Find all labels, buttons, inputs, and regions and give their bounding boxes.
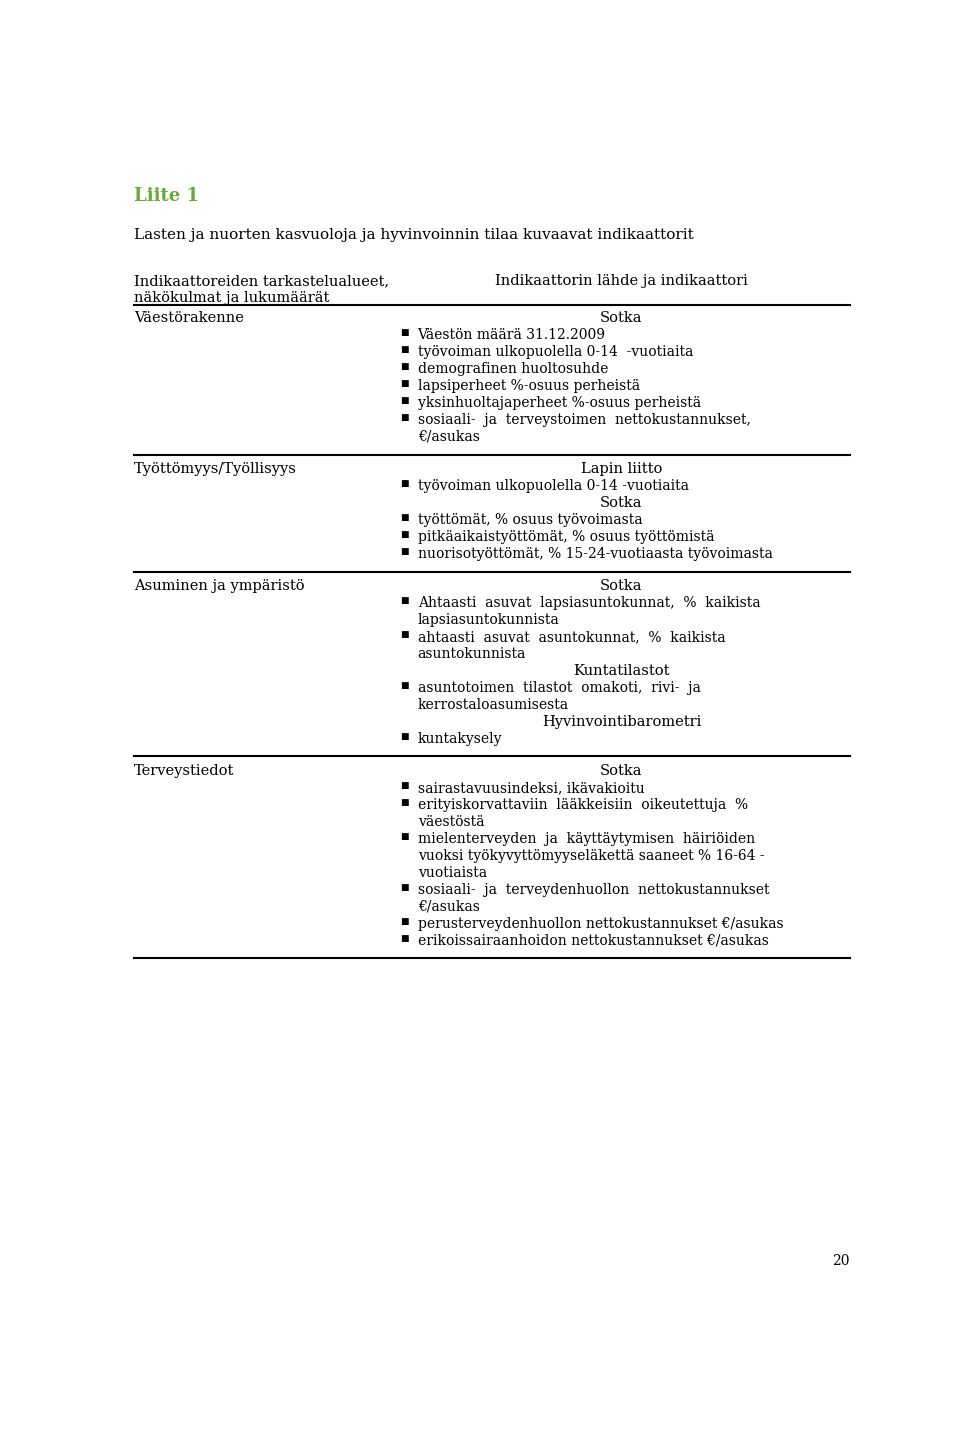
Text: Hyvinvointibarometri: Hyvinvointibarometri	[541, 714, 701, 729]
Text: ■: ■	[400, 480, 409, 488]
Text: vuoksi työkyvyttömyyseläkettä saaneet % 16-64 -: vuoksi työkyvyttömyyseläkettä saaneet % …	[418, 848, 764, 863]
Text: perusterveydenhuollon nettokustannukset €/asukas: perusterveydenhuollon nettokustannukset …	[418, 917, 783, 930]
Text: ■: ■	[400, 530, 409, 539]
Text: sosiaali-  ja  terveydenhuollon  nettokustannukset: sosiaali- ja terveydenhuollon nettokusta…	[418, 883, 769, 897]
Text: Indikaattoreiden tarkastelualueet,: Indikaattoreiden tarkastelualueet,	[134, 275, 389, 288]
Text: Työttömyys/Työllisyys: Työttömyys/Työllisyys	[134, 462, 297, 477]
Text: ■: ■	[400, 883, 409, 891]
Text: €/asukas: €/asukas	[418, 431, 479, 444]
Text: lapsiperheet %-osuus perheistä: lapsiperheet %-osuus perheistä	[418, 379, 639, 393]
Text: ■: ■	[400, 780, 409, 791]
Text: Lapin liitto: Lapin liitto	[581, 462, 662, 477]
Text: ■: ■	[400, 513, 409, 523]
Text: demografinen huoltosuhde: demografinen huoltosuhde	[418, 363, 608, 376]
Text: ■: ■	[400, 732, 409, 740]
Text: Sotka: Sotka	[600, 765, 642, 778]
Text: ■: ■	[400, 681, 409, 690]
Text: 20: 20	[832, 1254, 850, 1267]
Text: erikoissairaanhoidon nettokustannukset €/asukas: erikoissairaanhoidon nettokustannukset €…	[418, 933, 768, 948]
Text: ■: ■	[400, 933, 409, 943]
Text: sosiaali-  ja  terveystoimen  nettokustannukset,: sosiaali- ja terveystoimen nettokustannu…	[418, 413, 751, 428]
Text: Väestörakenne: Väestörakenne	[134, 311, 244, 325]
Text: Liite 1: Liite 1	[134, 187, 199, 204]
Text: ■: ■	[400, 328, 409, 337]
Text: Ahtaasti  asuvat  lapsiasuntokunnat,  %  kaikista: Ahtaasti asuvat lapsiasuntokunnat, % kai…	[418, 596, 760, 611]
Text: ■: ■	[400, 346, 409, 354]
Text: näkökulmat ja lukumäärät: näkökulmat ja lukumäärät	[134, 291, 329, 305]
Text: asuntokunnista: asuntokunnista	[418, 647, 526, 661]
Text: sairastavuusindeksi, ikävakioitu: sairastavuusindeksi, ikävakioitu	[418, 780, 644, 795]
Text: ahtaasti  asuvat  asuntokunnat,  %  kaikista: ahtaasti asuvat asuntokunnat, % kaikista	[418, 631, 725, 644]
Text: Sotka: Sotka	[600, 311, 642, 325]
Text: erityiskorvattaviin  lääkkeisiin  oikeutettuja  %: erityiskorvattaviin lääkkeisiin oikeutet…	[418, 798, 748, 812]
Text: Lasten ja nuorten kasvuoloja ja hyvinvoinnin tilaa kuvaavat indikaattorit: Lasten ja nuorten kasvuoloja ja hyvinvoi…	[134, 228, 694, 242]
Text: kerrostaloasumisesta: kerrostaloasumisesta	[418, 698, 568, 711]
Text: vuotiaista: vuotiaista	[418, 865, 487, 880]
Text: työttömät, % osuus työvoimasta: työttömät, % osuus työvoimasta	[418, 513, 642, 527]
Text: Väestön määrä 31.12.2009: Väestön määrä 31.12.2009	[418, 328, 606, 343]
Text: ■: ■	[400, 596, 409, 605]
Text: kuntakysely: kuntakysely	[418, 732, 502, 746]
Text: Kuntatilastot: Kuntatilastot	[573, 664, 670, 678]
Text: €/asukas: €/asukas	[418, 900, 479, 913]
Text: Terveystiedot: Terveystiedot	[134, 765, 234, 778]
Text: pitkäaikaistyöttömät, % osuus työttömistä: pitkäaikaistyöttömät, % osuus työttömist…	[418, 530, 714, 544]
Text: mielenterveyden  ja  käyttäytymisen  häiriöiden: mielenterveyden ja käyttäytymisen häiriö…	[418, 832, 755, 845]
Text: lapsiasuntokunnista: lapsiasuntokunnista	[418, 613, 560, 628]
Text: väestöstä: väestöstä	[418, 815, 484, 829]
Text: työvoiman ulkopuolella 0-14  -vuotiaita: työvoiman ulkopuolella 0-14 -vuotiaita	[418, 346, 693, 359]
Text: ■: ■	[400, 363, 409, 372]
Text: ■: ■	[400, 917, 409, 926]
Text: Asuminen ja ympäristö: Asuminen ja ympäristö	[134, 579, 304, 593]
Text: ■: ■	[400, 413, 409, 422]
Text: ■: ■	[400, 379, 409, 389]
Text: ■: ■	[400, 798, 409, 806]
Text: ■: ■	[400, 396, 409, 405]
Text: ■: ■	[400, 547, 409, 556]
Text: ■: ■	[400, 631, 409, 639]
Text: nuorisotyöttömät, % 15-24-vuotiaasta työvoimasta: nuorisotyöttömät, % 15-24-vuotiaasta työ…	[418, 547, 773, 562]
Text: yksinhuoltajaperheet %-osuus perheistä: yksinhuoltajaperheet %-osuus perheistä	[418, 396, 701, 410]
Text: Indikaattorin lähde ja indikaattori: Indikaattorin lähde ja indikaattori	[495, 275, 748, 288]
Text: ■: ■	[400, 832, 409, 841]
Text: työvoiman ulkopuolella 0-14 -vuotiaita: työvoiman ulkopuolella 0-14 -vuotiaita	[418, 480, 688, 494]
Text: asuntotoimen  tilastot  omakoti,  rivi-  ja: asuntotoimen tilastot omakoti, rivi- ja	[418, 681, 701, 696]
Text: Sotka: Sotka	[600, 579, 642, 593]
Text: Sotka: Sotka	[600, 497, 642, 510]
